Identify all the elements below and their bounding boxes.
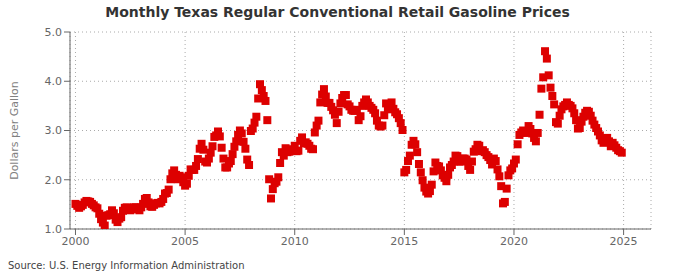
svg-text:2.0: 2.0 [45,174,63,187]
svg-text:3.0: 3.0 [45,124,63,137]
svg-text:5.0: 5.0 [45,26,63,39]
svg-text:Dollars per Gallon: Dollars per Gallon [8,81,21,180]
svg-text:2025: 2025 [610,235,638,248]
svg-text:2010: 2010 [281,235,309,248]
html-text:Monthly Texas Regular Conventi: Monthly Texas Regular Conventional Retai… [105,4,570,20]
svg-text:1.0: 1.0 [45,223,63,236]
svg-text:2015: 2015 [390,235,418,248]
html-text:Source: U.S. Energy Informatio: Source: U.S. Energy Information Administ… [8,260,245,271]
svg-text:2020: 2020 [500,235,528,248]
svg-text:2005: 2005 [171,235,199,248]
svg-text:2000: 2000 [61,235,89,248]
svg-text:4.0: 4.0 [45,75,63,88]
